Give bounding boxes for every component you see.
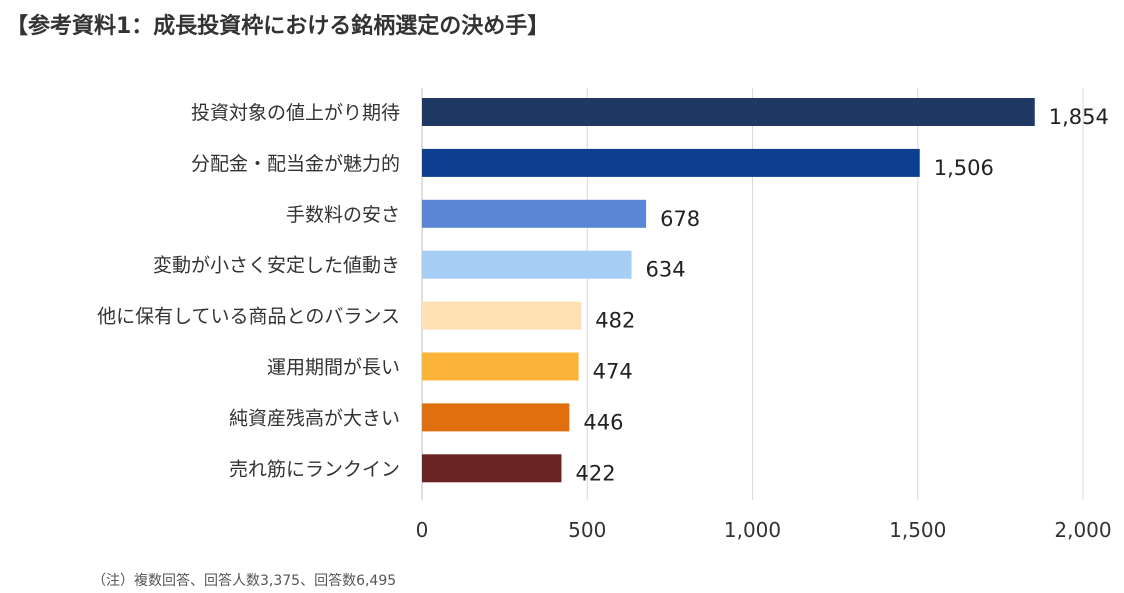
bar <box>422 250 632 279</box>
x-tick-label: 500 <box>568 518 606 542</box>
bar <box>422 98 1035 126</box>
category-label: 他に保有している商品とのバランス <box>97 306 400 328</box>
data-label: 446 <box>583 410 623 434</box>
category-label: 運用期間が長い <box>267 357 400 379</box>
category-label: 変動が小さく安定した値動き <box>153 255 400 277</box>
category-label: 分配金・配当金が魅力的 <box>191 153 400 175</box>
bar <box>422 301 582 330</box>
data-label: 678 <box>660 207 700 231</box>
x-tick-label: 1,000 <box>724 518 781 542</box>
chart-note: （注）複数回答、回答人数3,375、回答数6,495 <box>92 573 397 589</box>
bar <box>422 199 647 228</box>
bar <box>422 403 570 432</box>
data-label: 474 <box>593 360 633 384</box>
data-label: 634 <box>646 258 686 282</box>
data-label: 482 <box>595 309 635 333</box>
category-label: 投資対象の値上がり期待 <box>191 102 400 124</box>
bars <box>422 98 1035 483</box>
bar <box>422 352 579 381</box>
labels: 0 500 1,000 1,500 2,000 投資対象の値上がり期待 1,854 分配金・配… <box>97 102 1112 542</box>
data-label: 1,854 <box>1049 105 1109 129</box>
bar <box>422 454 562 483</box>
chart-title: 【参考資料1：成長投資枠における銘柄選定の決め手】 <box>6 14 550 39</box>
x-tick-label: 2,000 <box>1054 518 1111 542</box>
x-tick-label: 1,500 <box>889 518 946 542</box>
data-label: 1,506 <box>934 156 994 180</box>
category-label: 売れ筋にランクイン <box>229 458 400 480</box>
x-tick-label: 0 <box>416 518 429 542</box>
data-label: 422 <box>575 461 615 485</box>
category-label: 純資産残高が大きい <box>229 407 400 429</box>
category-label: 手数料の安さ <box>286 204 400 226</box>
bar <box>422 148 920 177</box>
